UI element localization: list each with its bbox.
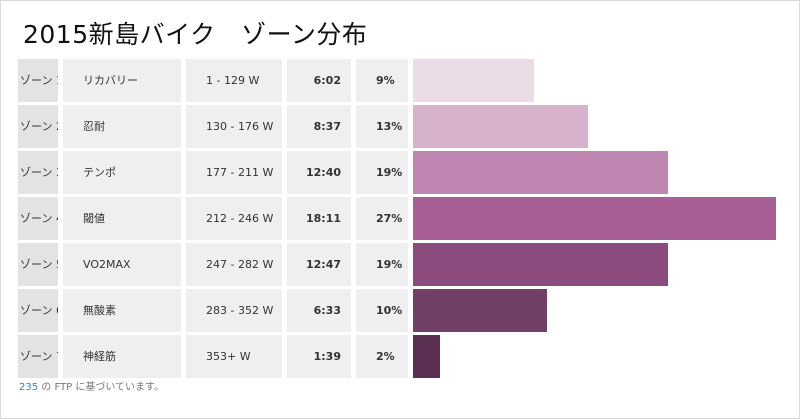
zone-percent: 9% [356, 59, 408, 102]
zone-label: ゾーン 6 [18, 289, 58, 332]
zone-name: リカバリー [63, 59, 181, 102]
zone-time: 18:11 [287, 197, 351, 240]
zone-power-range: 1 - 129 W [186, 59, 282, 102]
zone-power-range: 130 - 176 W [186, 105, 282, 148]
ftp-note-text: の FTP に基づいています。 [38, 382, 165, 393]
zone-time: 1:39 [287, 335, 351, 378]
zone-power-range: 283 - 352 W [186, 289, 282, 332]
zone-percent: 2% [356, 335, 408, 378]
zone-name: テンポ [63, 151, 181, 194]
zone-label: ゾーン 7 [18, 335, 58, 378]
zone-label: ゾーン 5 [18, 243, 58, 286]
zone-share-bar [413, 289, 547, 332]
zone-time: 6:33 [287, 289, 351, 332]
zone-time: 12:47 [287, 243, 351, 286]
zone-name: 無酸素 [63, 289, 181, 332]
zone-name: 忍耐 [63, 105, 181, 148]
page-title: 2015新島バイク ゾーン分布 [23, 20, 368, 49]
zone-share-bar [413, 243, 668, 286]
zone-share-bar [413, 151, 668, 194]
zone-time: 6:02 [287, 59, 351, 102]
zone-percent: 19% [356, 243, 408, 286]
zone-time: 8:37 [287, 105, 351, 148]
zone-percent: 27% [356, 197, 408, 240]
zone-power-range: 177 - 211 W [186, 151, 282, 194]
zone-label: ゾーン 4 [18, 197, 58, 240]
zone-label: ゾーン 1 [18, 59, 58, 102]
zone-power-range: 353+ W [186, 335, 282, 378]
zone-percent: 13% [356, 105, 408, 148]
zone-percent: 10% [356, 289, 408, 332]
zone-label: ゾーン 3 [18, 151, 58, 194]
zone-row: ゾーン 7神経筋353+ W1:392% [18, 335, 788, 378]
zone-percent: 19% [356, 151, 408, 194]
zone-share-bar [413, 105, 588, 148]
zone-power-range: 247 - 282 W [186, 243, 282, 286]
ftp-note: 235 の FTP に基づいています。 [19, 378, 164, 393]
zone-power-range: 212 - 246 W [186, 197, 282, 240]
zone-name: 閾値 [63, 197, 181, 240]
ftp-value[interactable]: 235 [19, 382, 39, 393]
zone-share-bar [413, 335, 440, 378]
zone-row: ゾーン 1リカバリー1 - 129 W6:029% [18, 59, 788, 102]
zone-time: 12:40 [287, 151, 351, 194]
zone-name: VO2MAX [63, 243, 181, 286]
zone-share-bar [413, 59, 534, 102]
zone-name: 神経筋 [63, 335, 181, 378]
zone-label: ゾーン 2 [18, 105, 58, 148]
zone-share-bar [413, 197, 776, 240]
